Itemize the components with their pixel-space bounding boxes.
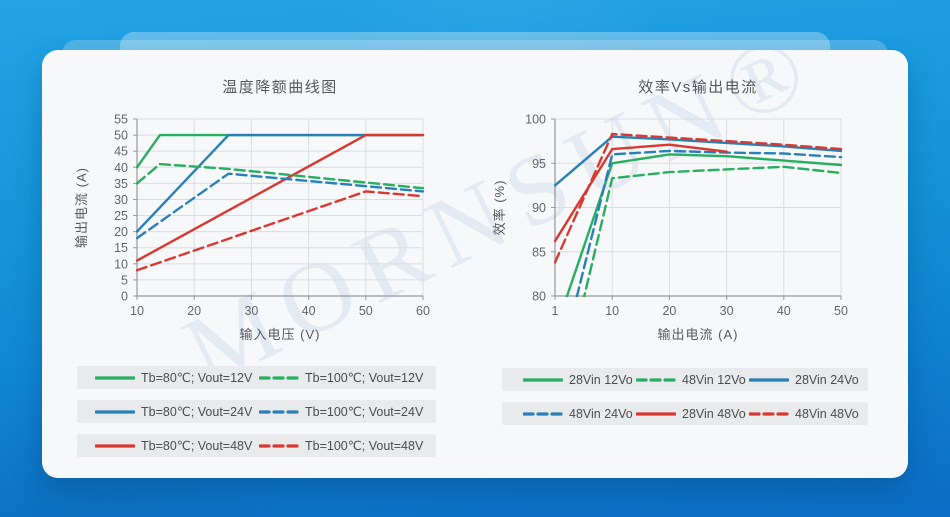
legend-row: Tb=80℃; Vout=48V Tb=100℃; Vout=48V (77, 434, 436, 457)
derating-chart-title: 温度降额曲线图 (222, 79, 338, 96)
y-axis-tick-label: 25 (114, 209, 128, 223)
legend-solid-line-icon (95, 409, 135, 414)
legend-entry: 48Vin 12Vo (636, 373, 749, 387)
x-axis-label: 输入电压 (V) (240, 327, 321, 342)
series-line (136, 133, 425, 233)
legend-label: Tb=100℃; Vout=48V (305, 439, 424, 453)
legend-row: Tb=80℃; Vout=24V Tb=100℃; Vout=24V (77, 400, 436, 423)
legend-label: 48Vin 48Vo (795, 406, 859, 421)
series-line (136, 133, 425, 262)
x-axis-tick-label: 40 (302, 304, 316, 318)
y-axis-tick-label: 95 (532, 157, 546, 171)
legend-entry: 48Vin 24Vo (523, 407, 636, 421)
y-axis-tick-label: 55 (114, 113, 128, 127)
series-line (575, 149, 843, 297)
legend-label: Tb=80℃; Vout=24V (141, 405, 253, 419)
legend-row: 48Vin 24Vo 28Vin 48Vo 48Vin 48Vo (502, 402, 868, 425)
y-axis-tick-label: 15 (114, 241, 128, 255)
series-line (136, 162, 425, 190)
legend-dashed-line-icon (749, 411, 789, 416)
legend-solid-line-icon (95, 443, 135, 448)
x-axis-tick-label: 10 (130, 304, 144, 318)
x-axis-tick-label: 1 (552, 304, 559, 318)
legend-dashed-line-icon (259, 443, 299, 448)
legend-entry: Tb=100℃; Vout=48V (259, 438, 423, 453)
legend-entry: Tb=100℃; Vout=12V (259, 370, 423, 385)
legend-entry: Tb=80℃; Vout=12V (95, 370, 259, 385)
x-axis-tick-label: 40 (777, 304, 791, 318)
derating-chart-section: 温度降额曲线图 0 5 10 15 20 25 30 35 40 45 50 55 10 20 30 40 50… (70, 50, 490, 478)
legend-entry: 28Vin 12Vo (523, 373, 636, 387)
legend-solid-line-icon (749, 377, 789, 382)
y-axis-tick-label: 40 (114, 161, 128, 175)
legend-solid-line-icon (636, 411, 676, 416)
legend-label: 48Vin 24Vo (569, 406, 633, 421)
y-axis-tick-label: 0 (121, 290, 128, 304)
legend-label: 28Vin 24Vo (795, 372, 859, 387)
legend-solid-line-icon (95, 375, 135, 380)
legend-solid-line-icon (523, 377, 563, 382)
legend-dashed-line-icon (523, 411, 563, 416)
series-line (554, 135, 843, 187)
x-axis-tick-label: 50 (359, 304, 373, 318)
series-line (554, 143, 728, 243)
legend-label: 28Vin 12Vo (569, 372, 633, 387)
x-axis-label: 输出电流 (A) (658, 327, 739, 342)
x-axis-tick-label: 20 (662, 304, 676, 318)
x-axis-tick-label: 50 (834, 304, 848, 318)
derating-chart-legend: Tb=80℃; Vout=12V Tb=100℃; Vout=12V Tb=80℃;… (77, 366, 436, 457)
legend-dashed-line-icon (259, 409, 299, 414)
efficiency-chart-section: 效率Vs输出电流 80 85 90 95 100 1 10 20 30 40 50 输出电流 (A) 效… (488, 50, 908, 478)
legend-entry: 28Vin 48Vo (636, 407, 749, 421)
y-axis-tick-label: 100 (525, 113, 546, 127)
y-axis-tick-label: 85 (532, 245, 546, 259)
y-axis-label: 效率 (%) (492, 180, 507, 236)
legend-entry: Tb=100℃; Vout=24V (259, 404, 423, 419)
efficiency-chart-plot: 80 85 90 95 100 1 10 20 30 40 50 输出电流 (A) 效率 (%) (492, 113, 848, 343)
y-axis-tick-label: 30 (114, 193, 128, 207)
legend-label: 28Vin 48Vo (682, 406, 746, 421)
y-axis-tick-label: 20 (114, 225, 128, 239)
legend-label: Tb=100℃; Vout=24V (305, 405, 424, 419)
x-axis-tick-label: 30 (720, 304, 734, 318)
x-axis-tick-label: 30 (244, 304, 258, 318)
y-axis-tick-label: 5 (121, 273, 128, 287)
legend-label: 48Vin 12Vo (682, 372, 746, 387)
series-line (554, 132, 843, 264)
x-axis-tick-label: 60 (416, 304, 430, 318)
legend-entry: Tb=80℃; Vout=24V (95, 404, 259, 419)
y-axis-tick-label: 45 (114, 145, 128, 159)
series-line (136, 172, 425, 240)
y-axis-label: 输出电流 (A) (74, 167, 89, 248)
legend-row: 28Vin 12Vo 48Vin 12Vo 28Vin 24Vo (502, 368, 868, 391)
x-axis-tick-label: 20 (187, 304, 201, 318)
series-line (136, 190, 425, 272)
series-line (582, 165, 843, 297)
y-axis-tick-label: 10 (114, 257, 128, 271)
y-axis-tick-label: 90 (532, 201, 546, 215)
legend-label: Tb=80℃; Vout=12V (141, 371, 253, 385)
legend-label: Tb=100℃; Vout=12V (305, 371, 424, 385)
legend-row: Tb=80℃; Vout=12V Tb=100℃; Vout=12V (77, 366, 436, 389)
legend-label: Tb=80℃; Vout=48V (141, 439, 253, 453)
efficiency-chart-title: 效率Vs输出电流 (638, 79, 758, 96)
y-axis-tick-label: 35 (114, 177, 128, 191)
chart-card: MORNSUN® 温度降额曲线图 0 5 10 15 20 25 30 35 40 45 50 55 1… (42, 50, 908, 478)
y-axis-tick-label: 50 (114, 129, 128, 143)
derating-chart-plot: 0 5 10 15 20 25 30 35 40 45 50 55 10 20 30 40 50 60 输入电压 (… (74, 113, 430, 343)
legend-entry: 28Vin 24Vo (749, 373, 862, 387)
legend-entry: 48Vin 48Vo (749, 407, 862, 421)
efficiency-chart-legend: 28Vin 12Vo 48Vin 12Vo 28Vin 24Vo 48Vin 24Vo… (502, 368, 868, 425)
legend-dashed-line-icon (636, 377, 676, 382)
legend-dashed-line-icon (259, 375, 299, 380)
legend-entry: Tb=80℃; Vout=48V (95, 438, 259, 453)
x-axis-tick-label: 10 (605, 304, 619, 318)
y-axis-tick-label: 80 (532, 290, 546, 304)
